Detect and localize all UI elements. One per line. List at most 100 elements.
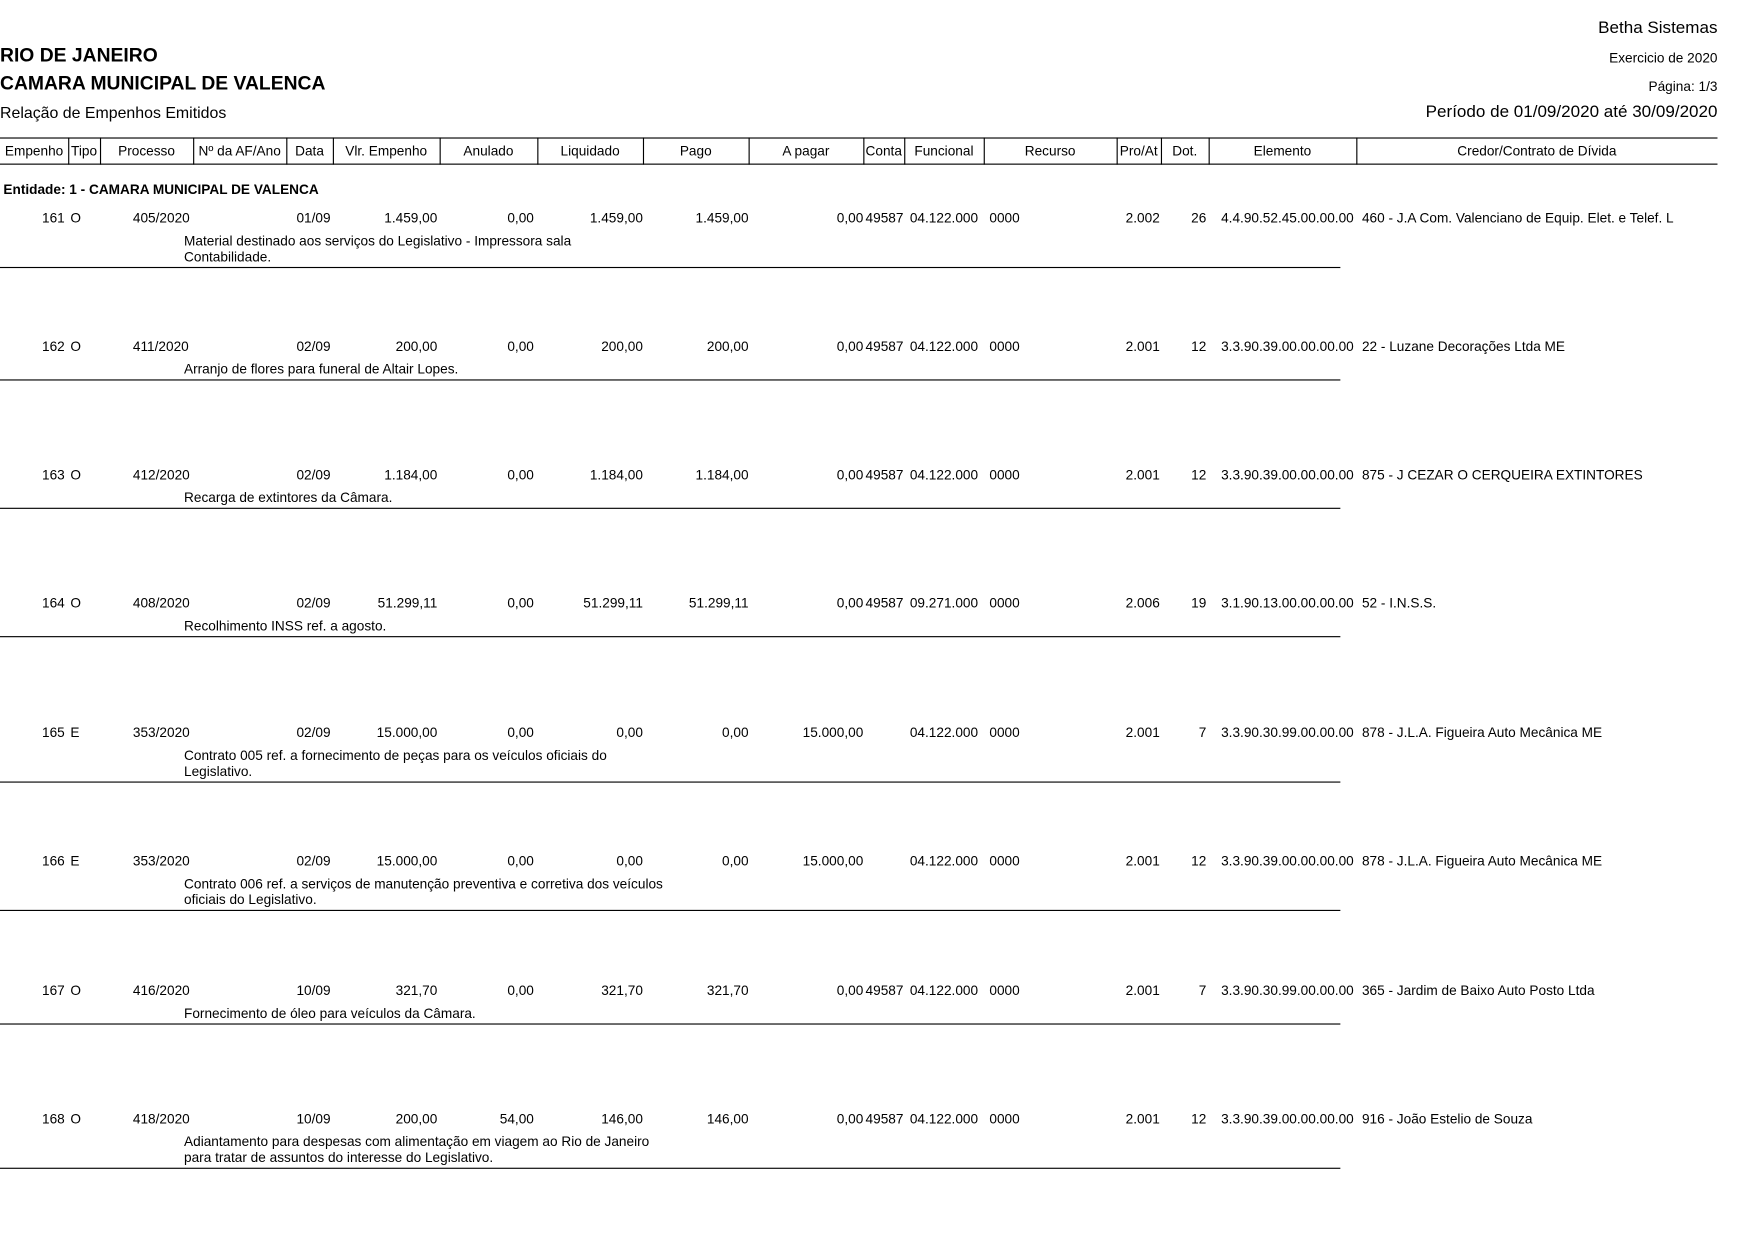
cell-anulado: 0,00 bbox=[507, 338, 534, 355]
cell-data: 02/09 bbox=[296, 853, 331, 869]
cell-conta: 49587 bbox=[865, 338, 904, 355]
cell-pago: 1.184,00 bbox=[695, 466, 749, 483]
cell-credor: 878 - J.L.A. Figueira Auto Mecânica ME bbox=[1361, 853, 1603, 869]
column-divider bbox=[642, 137, 645, 165]
cell-pago: 200,00 bbox=[706, 338, 749, 355]
cell-pro-at: 2.001 bbox=[1125, 982, 1160, 999]
cell-anulado: 0,00 bbox=[507, 595, 534, 612]
column-divider bbox=[68, 137, 70, 165]
column-header: Pro/At bbox=[1119, 143, 1158, 160]
row-separator bbox=[0, 781, 1341, 783]
company: Betha Sistemas bbox=[1598, 18, 1718, 38]
cell-credor: 52 - I.N.S.S. bbox=[1361, 595, 1437, 612]
cell-pro-at: 2.002 bbox=[1125, 210, 1160, 227]
cell-pago: 0,00 bbox=[722, 853, 749, 869]
column-header: Processo bbox=[118, 143, 175, 160]
cell-funcional: 04.122.000 bbox=[909, 210, 979, 227]
row-separator bbox=[0, 909, 1341, 911]
column-divider bbox=[1116, 137, 1118, 165]
row-separator bbox=[0, 1023, 1341, 1025]
cell-credor: 916 - João Estelio de Souza bbox=[1361, 1110, 1533, 1127]
cell-empenho: 167 bbox=[41, 982, 65, 999]
description: Fornecimento de óleo para veículos da Câ… bbox=[184, 1005, 476, 1022]
organization: CAMARA MUNICIPAL DE VALENCA bbox=[0, 72, 326, 95]
cell-credor: 460 - J.A Com. Valenciano de Equip. Elet… bbox=[1361, 210, 1674, 227]
column-header: Recurso bbox=[1024, 143, 1076, 160]
cell-dot: 12 bbox=[1191, 1110, 1207, 1127]
cell-anulado: 0,00 bbox=[507, 853, 534, 869]
column-divider bbox=[286, 137, 288, 165]
column-header: Data bbox=[295, 143, 324, 160]
description: Legislativo. bbox=[184, 763, 253, 780]
cell-vlr-empenho: 321,70 bbox=[395, 982, 438, 999]
period: Período de 01/09/2020 até 30/09/2020 bbox=[1425, 102, 1718, 122]
row-separator bbox=[0, 379, 1341, 381]
column-divider bbox=[983, 137, 985, 165]
cell-tipo: O bbox=[70, 595, 82, 612]
cell-pro-at: 2.001 bbox=[1125, 853, 1160, 869]
cell-data: 02/09 bbox=[296, 724, 331, 741]
cell-anulado: 0,00 bbox=[507, 466, 534, 483]
cell-data: 01/09 bbox=[296, 210, 331, 227]
cell-processo: 412/2020 bbox=[132, 466, 190, 483]
cell-vlr-empenho: 1.184,00 bbox=[384, 466, 438, 483]
cell-a-pagar: 0,00 bbox=[836, 338, 864, 355]
cell-funcional: 04.122.000 bbox=[909, 338, 979, 355]
cell-dot: 12 bbox=[1191, 853, 1207, 869]
description: para tratar de assuntos do interesse do … bbox=[184, 1149, 494, 1166]
cell-elemento: 3.1.90.13.00.00.00.00 bbox=[1221, 595, 1354, 612]
cell-tipo: O bbox=[70, 338, 82, 355]
column-header: Conta bbox=[865, 143, 902, 160]
cell-data: 02/09 bbox=[296, 466, 331, 483]
row-separator bbox=[0, 1167, 1341, 1169]
column-divider bbox=[537, 137, 539, 165]
description: Recolhimento INSS ref. a agosto. bbox=[184, 617, 387, 634]
cell-processo: 353/2020 bbox=[132, 853, 190, 869]
column-header: Funcional bbox=[914, 143, 974, 160]
cell-processo: 416/2020 bbox=[132, 982, 190, 999]
cell-a-pagar: 15.000,00 bbox=[802, 724, 864, 741]
description: oficiais do Legislativo. bbox=[184, 891, 317, 908]
cell-empenho: 166 bbox=[41, 853, 65, 869]
column-divider bbox=[439, 137, 441, 165]
cell-liquidado: 1.184,00 bbox=[589, 466, 643, 483]
cell-recurso: 0000 bbox=[989, 1110, 1020, 1127]
row-separator bbox=[0, 266, 1341, 269]
column-divider bbox=[1208, 137, 1210, 165]
cell-processo: 418/2020 bbox=[132, 1110, 190, 1127]
cell-liquidado: 0,00 bbox=[616, 853, 643, 869]
cell-recurso: 0000 bbox=[989, 210, 1020, 227]
cell-vlr-empenho: 15.000,00 bbox=[376, 724, 438, 741]
cell-recurso: 0000 bbox=[989, 338, 1020, 355]
cell-pago: 51.299,11 bbox=[688, 595, 749, 612]
cell-funcional: 04.122.000 bbox=[909, 1110, 979, 1127]
column-header: Anulado bbox=[463, 143, 514, 160]
cell-data: 10/09 bbox=[296, 1110, 331, 1127]
cell-recurso: 0000 bbox=[989, 466, 1020, 483]
cell-liquidado: 51.299,11 bbox=[583, 595, 643, 612]
cell-empenho: 161 bbox=[41, 210, 65, 227]
cell-elemento: 3.3.90.39.00.00.00.00 bbox=[1221, 853, 1354, 869]
cell-dot: 19 bbox=[1191, 595, 1207, 612]
cell-credor: 365 - Jardim de Baixo Auto Posto Ltda bbox=[1361, 982, 1595, 999]
cell-dot: 12 bbox=[1191, 338, 1207, 355]
cell-empenho: 164 bbox=[41, 595, 65, 612]
cell-a-pagar: 0,00 bbox=[836, 210, 864, 227]
description: Contrato 006 ref. a serviços de manutenç… bbox=[184, 875, 663, 892]
cell-conta: 49587 bbox=[865, 1110, 904, 1127]
row-separator bbox=[0, 507, 1341, 509]
column-divider bbox=[332, 137, 334, 165]
cell-empenho: 162 bbox=[41, 338, 65, 355]
cell-elemento: 3.3.90.30.99.00.00.00 bbox=[1221, 982, 1354, 999]
cell-processo: 405/2020 bbox=[132, 210, 190, 227]
cell-liquidado: 321,70 bbox=[601, 982, 643, 999]
cell-recurso: 0000 bbox=[989, 724, 1020, 741]
row-separator bbox=[0, 636, 1341, 638]
cell-conta: 49587 bbox=[865, 466, 904, 483]
cell-pago: 1.459,00 bbox=[695, 210, 749, 227]
column-divider bbox=[904, 137, 906, 165]
cell-data: 02/09 bbox=[296, 595, 331, 612]
cell-data: 02/09 bbox=[296, 338, 331, 355]
cell-elemento: 3.3.90.39.00.00.00.00 bbox=[1221, 466, 1354, 483]
column-header: A pagar bbox=[782, 143, 830, 160]
